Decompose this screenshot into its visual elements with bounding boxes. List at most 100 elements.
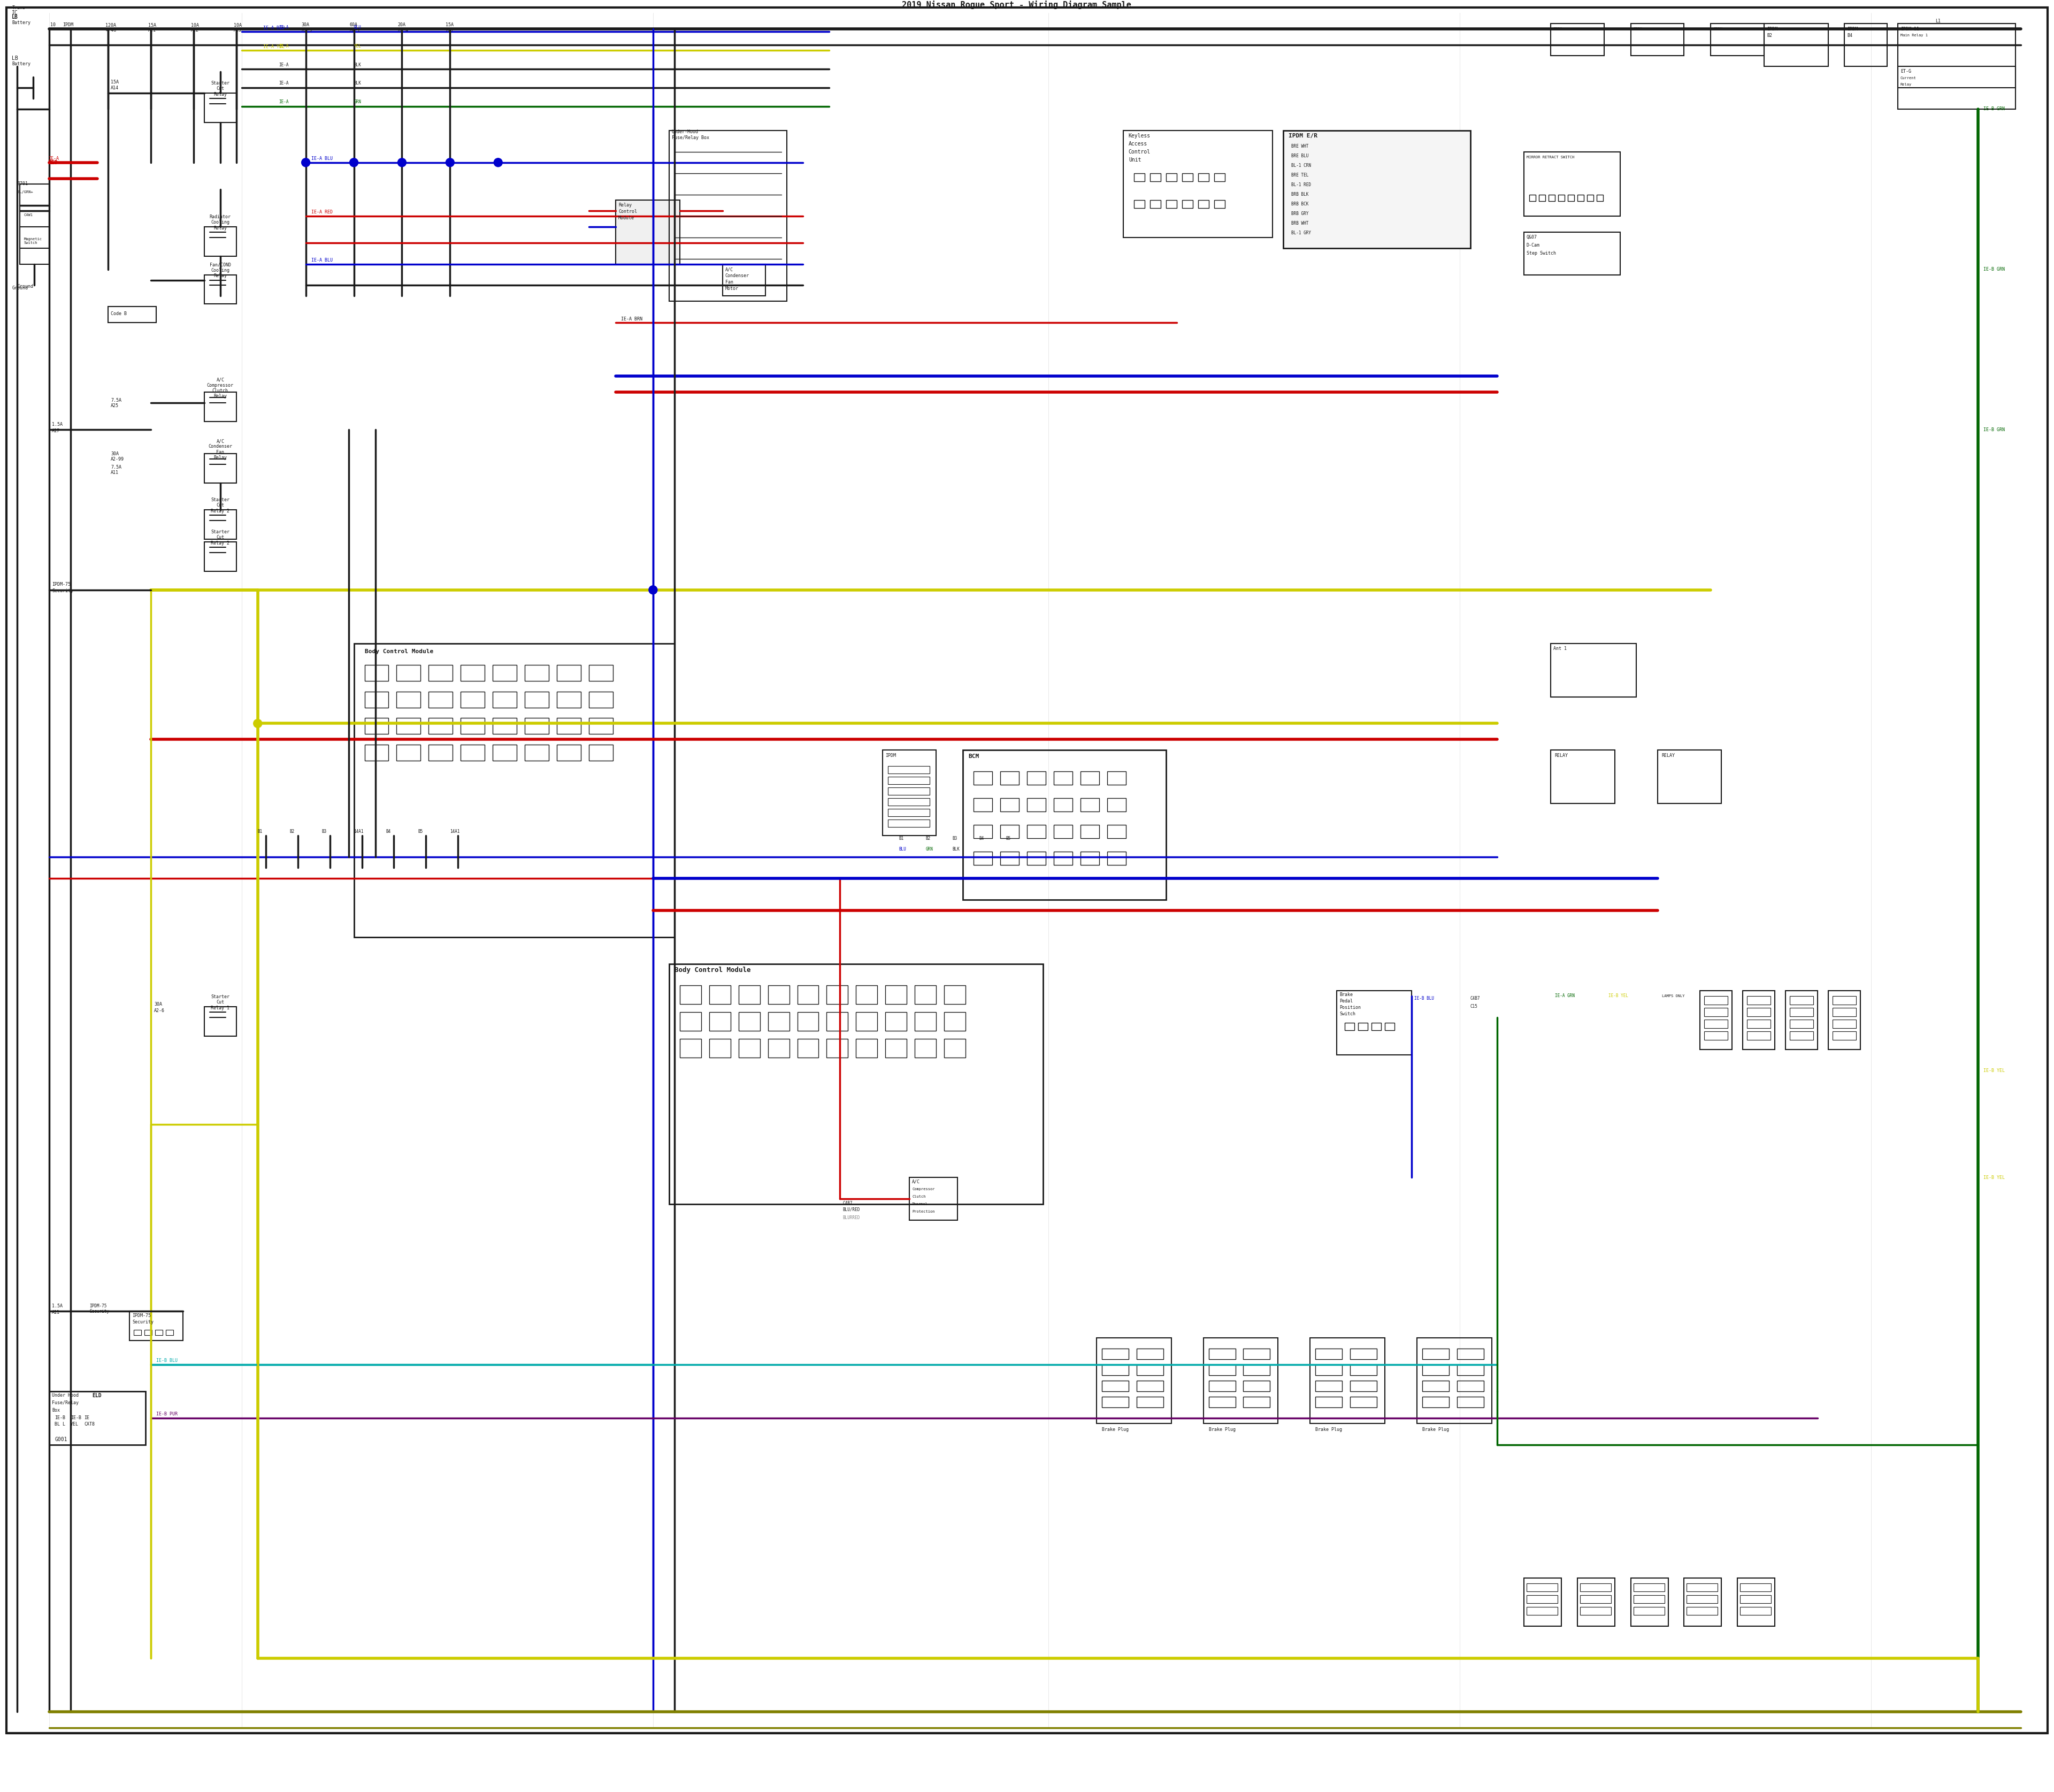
Bar (1000, 797, 1019, 812)
Bar (429, 719, 452, 735)
Bar (1136, 1349, 1163, 1360)
Bar (203, 392, 236, 421)
Bar (1631, 23, 1684, 56)
Bar (1349, 1364, 1376, 1374)
Bar (1744, 991, 1775, 1050)
Bar (1197, 201, 1208, 208)
Text: B701: B701 (16, 181, 29, 186)
Bar (1789, 996, 1814, 1005)
Bar (1027, 772, 1045, 785)
Text: IE-B YEL: IE-B YEL (1984, 1068, 2005, 1073)
Bar (1588, 195, 1594, 201)
Bar (883, 751, 937, 835)
Text: IPDM E/R: IPDM E/R (1288, 133, 1319, 138)
Text: B2: B2 (1766, 32, 1773, 38)
Bar (203, 541, 236, 572)
Text: IE-B BLU: IE-B BLU (1415, 996, 1434, 1002)
Bar (768, 986, 789, 1004)
Bar (1580, 1584, 1610, 1591)
Text: Fan: Fan (725, 280, 733, 285)
Text: RELAY: RELAY (1662, 753, 1676, 758)
Text: IE-A: IE-A (279, 100, 290, 104)
Bar (857, 986, 877, 1004)
Bar (1748, 1007, 1771, 1016)
Bar (1421, 1349, 1448, 1360)
Text: BRE TEL: BRE TEL (1292, 172, 1308, 177)
Text: Unit: Unit (1128, 158, 1142, 163)
Bar (1577, 195, 1584, 201)
Bar (797, 1039, 820, 1057)
Bar (1000, 824, 1019, 839)
Text: Body Control Module: Body Control Module (364, 649, 433, 654)
Bar (1740, 1607, 1771, 1615)
Bar (1214, 174, 1224, 181)
Text: Main Relay 1: Main Relay 1 (1900, 34, 1929, 38)
Text: A4-1: A4-1 (349, 27, 359, 32)
Bar (353, 643, 674, 937)
Text: B3: B3 (322, 830, 327, 833)
Bar (709, 986, 731, 1004)
Text: 14A1: 14A1 (353, 830, 364, 833)
Bar (1417, 1339, 1491, 1423)
Text: Box: Box (51, 1409, 60, 1412)
Text: Radiator
Cooling
Relay: Radiator Cooling Relay (210, 215, 230, 231)
Text: 30A: 30A (111, 452, 119, 457)
Bar (1000, 851, 1019, 866)
Bar (396, 745, 421, 762)
Bar (723, 263, 766, 296)
Bar (1136, 1380, 1163, 1391)
Text: C4W1: C4W1 (25, 213, 33, 217)
Circle shape (349, 158, 357, 167)
Bar (1107, 797, 1126, 812)
Bar (1789, 1007, 1814, 1016)
Bar (203, 453, 236, 484)
Text: BL/GRN+: BL/GRN+ (16, 190, 33, 194)
Bar (885, 1012, 906, 1030)
Text: BRB WHT: BRB WHT (1292, 220, 1308, 226)
Bar (1101, 1396, 1128, 1407)
Text: IE-A: IE-A (49, 156, 60, 161)
Text: Clutch: Clutch (912, 1195, 926, 1199)
Text: 15A
A14: 15A A14 (111, 81, 119, 90)
Bar (1528, 195, 1536, 201)
Bar (1107, 772, 1126, 785)
Text: MIRROR RETRACT SWITCH: MIRROR RETRACT SWITCH (1526, 156, 1573, 159)
Bar (1551, 751, 1614, 803)
Text: Magnetic
Switch: Magnetic Switch (25, 238, 41, 244)
Bar (1828, 991, 1861, 1050)
Text: A2-99: A2-99 (111, 457, 123, 461)
Bar (974, 851, 992, 866)
Bar (493, 745, 518, 762)
Text: IPDM: IPDM (1766, 27, 1777, 30)
Text: 10A: 10A (234, 23, 242, 27)
Bar (1705, 1020, 1727, 1029)
Text: RELAY: RELAY (1555, 753, 1567, 758)
Text: D-Cam: D-Cam (1526, 244, 1540, 247)
Bar (670, 964, 1043, 1204)
Bar (1832, 1020, 1857, 1029)
Text: Pedal: Pedal (1339, 998, 1354, 1004)
Bar (156, 1330, 162, 1335)
Text: Brake Plug: Brake Plug (1315, 1428, 1341, 1432)
Text: IE-B GRN: IE-B GRN (1984, 426, 2005, 432)
Bar (1358, 1023, 1368, 1030)
Text: B4: B4 (386, 830, 390, 833)
Bar (557, 745, 581, 762)
Bar (1633, 1595, 1664, 1604)
Bar (709, 1039, 731, 1057)
Bar (1456, 1396, 1483, 1407)
Text: Current: Current (1900, 77, 1916, 79)
Bar (526, 665, 548, 681)
Text: Security: Security (131, 1319, 154, 1324)
Text: ELD: ELD (92, 1392, 101, 1398)
Text: IE-B GRN: IE-B GRN (1984, 267, 2005, 272)
Bar (1315, 1396, 1341, 1407)
Bar (887, 788, 930, 796)
Bar (1705, 1030, 1727, 1039)
Text: LB: LB (12, 56, 18, 61)
Text: IE-A: IE-A (279, 81, 290, 86)
Bar (680, 986, 700, 1004)
Text: Starter
Cut
Relay 1: Starter Cut Relay 1 (212, 995, 230, 1011)
Text: 1.5A: 1.5A (51, 1303, 64, 1308)
Text: IPDM-11: IPDM-11 (1900, 27, 1918, 30)
